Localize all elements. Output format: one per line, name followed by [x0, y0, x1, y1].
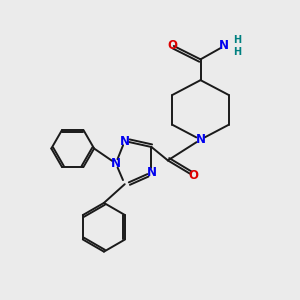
Text: H: H [233, 47, 241, 57]
Text: H: H [233, 35, 241, 45]
Text: N: N [111, 157, 121, 170]
Text: N: N [219, 40, 229, 52]
Text: N: N [120, 135, 130, 148]
Text: N: N [196, 133, 206, 146]
Text: N: N [146, 166, 157, 179]
Text: O: O [167, 40, 177, 52]
Text: O: O [188, 169, 198, 182]
